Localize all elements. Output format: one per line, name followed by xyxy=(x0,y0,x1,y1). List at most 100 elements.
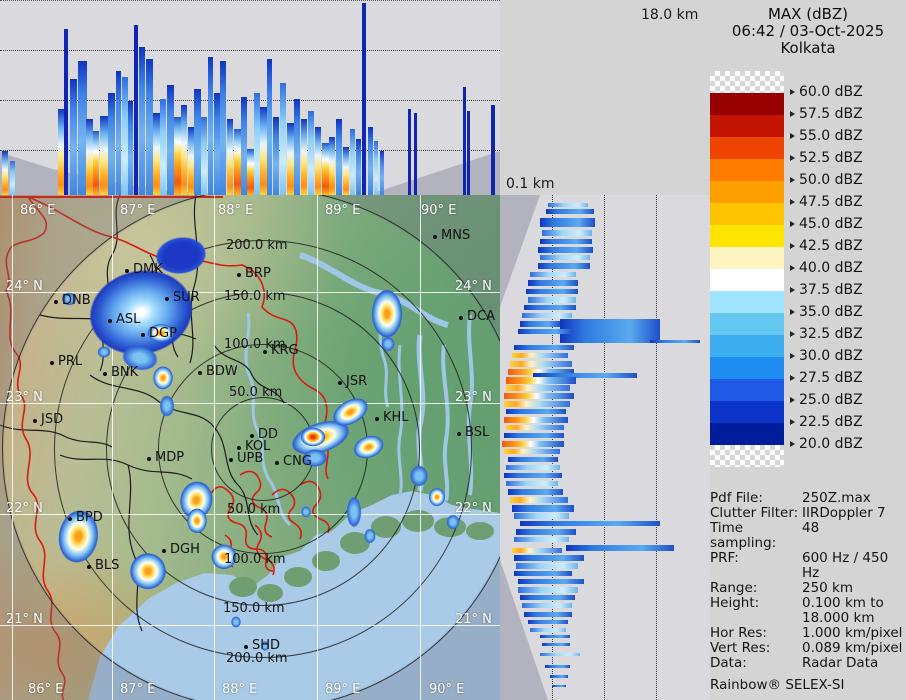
beam-blind-wedge-right xyxy=(378,151,500,195)
station-label-dgp: DGP xyxy=(141,326,177,341)
color-scale-tick-label: 45.0 dBZ xyxy=(790,216,863,232)
echo-streak xyxy=(506,385,570,391)
metadata-label: Data: xyxy=(710,655,747,671)
product-title-block: MAX (dBZ) 06:42 / 03-Oct-2025 Kolkata xyxy=(710,6,906,57)
station-code: DMK xyxy=(133,262,163,277)
echo-column xyxy=(108,93,115,195)
latitude-gridline xyxy=(0,403,500,404)
echo-streak xyxy=(514,345,574,350)
radar-echo-cell xyxy=(300,427,326,447)
longitude-label: 90° E xyxy=(421,203,457,218)
color-scale-block xyxy=(710,203,784,225)
metadata-label: Hor Res: xyxy=(710,625,767,641)
echo-column xyxy=(220,61,226,195)
echo-streak xyxy=(540,239,592,244)
station-code: DGP xyxy=(149,326,177,341)
latitude-gridline xyxy=(0,292,500,293)
station-dot xyxy=(338,381,342,385)
station-dot xyxy=(125,269,129,273)
echo-column xyxy=(362,3,366,195)
longitude-label: 88° E xyxy=(218,203,254,218)
metadata-label: Time sampling: xyxy=(710,520,777,551)
echo-streak xyxy=(524,305,576,310)
echo-column xyxy=(374,141,378,195)
station-code: KOL xyxy=(245,439,271,454)
longitude-label: 87° E xyxy=(120,203,156,218)
station-label-cng: CNG xyxy=(275,454,312,469)
station-code: BNK xyxy=(111,365,139,380)
longitude-gridline xyxy=(420,195,421,700)
metadata-row: PRF: 600 Hz / 450 Hz xyxy=(710,551,906,581)
echo-column xyxy=(308,111,314,195)
echo-streak xyxy=(504,393,574,399)
color-scale-tick-label: 47.5 dBZ xyxy=(790,194,863,210)
echo-streak xyxy=(545,665,570,668)
echo-column xyxy=(380,151,384,195)
transparency-checker-block xyxy=(710,445,784,467)
station-code: CNG xyxy=(283,454,312,469)
echo-column xyxy=(491,105,495,195)
metadata-row: Height: 0.100 km to xyxy=(710,596,906,611)
station-dot xyxy=(375,417,379,421)
metadata-value: 0.100 km to xyxy=(802,595,884,611)
station-label-bnk: BNK xyxy=(103,365,138,380)
echo-column xyxy=(414,113,417,195)
station-label-prl: PRL xyxy=(50,354,82,369)
echo-streak xyxy=(506,425,564,430)
echo-column xyxy=(273,117,279,195)
echo-column xyxy=(247,149,254,195)
station-label-dmk: DMK xyxy=(125,262,163,277)
color-scale-tick-label: 55.0 dBZ xyxy=(790,128,863,144)
echo-streak xyxy=(506,409,566,414)
metadata-label: Range: xyxy=(710,580,758,596)
echo-column xyxy=(194,89,201,195)
echo-streak xyxy=(508,457,558,462)
echo-streak xyxy=(504,449,560,454)
range-ring-label: 200.0 km xyxy=(226,238,288,253)
radar-echo-cell xyxy=(363,527,377,545)
latitude-label: 24° N xyxy=(6,279,43,294)
station-label-bpd: BPD xyxy=(68,510,103,525)
side-height-profile-panel xyxy=(500,195,710,700)
range-ring-label: 50.0 km xyxy=(229,385,283,400)
latitude-label: 21° N xyxy=(455,612,492,627)
echo-column xyxy=(58,109,66,195)
echo-column xyxy=(201,117,207,195)
height-gridline xyxy=(604,195,605,700)
metadata-value: 250Z.max xyxy=(802,490,871,506)
station-dot xyxy=(459,316,463,320)
color-scale-tick-label: 27.5 dBZ xyxy=(790,370,863,386)
radar-echo-cell xyxy=(210,543,238,573)
transparency-checker-block xyxy=(710,71,784,93)
color-scale-block xyxy=(710,313,784,335)
color-scale-block xyxy=(710,291,784,313)
echo-column xyxy=(139,47,145,195)
echo-column xyxy=(241,97,247,195)
station-dot xyxy=(433,235,437,239)
station-code: DGH xyxy=(170,542,200,557)
station-dot xyxy=(141,333,145,337)
station-dot xyxy=(237,446,241,450)
echo-streak xyxy=(528,280,578,286)
station-code: DNB xyxy=(62,293,91,308)
radar-echo-cell xyxy=(445,513,461,531)
metadata-row: Range: 250 km xyxy=(710,581,906,596)
latitude-label: 22° N xyxy=(6,501,43,516)
station-code: JSR xyxy=(346,374,368,389)
echo-column xyxy=(356,139,361,195)
color-scale-block xyxy=(710,159,784,181)
echo-column xyxy=(128,101,133,195)
echo-streak xyxy=(542,230,592,236)
station-code: UPB xyxy=(237,451,264,466)
legend-sidebar: MAX (dBZ) 06:42 / 03-Oct-2025 Kolkata 60… xyxy=(710,0,906,700)
color-scale-tick-label: 42.5 dBZ xyxy=(790,238,863,254)
color-scale-tick-label: 40.0 dBZ xyxy=(790,260,863,276)
map-top-border-line xyxy=(0,196,223,198)
color-scale-block xyxy=(710,137,784,159)
echo-streak xyxy=(540,218,595,227)
color-scale-block xyxy=(710,247,784,269)
echo-column xyxy=(467,111,470,195)
station-label-bls: BLS xyxy=(87,558,119,573)
station-dot xyxy=(87,565,91,569)
